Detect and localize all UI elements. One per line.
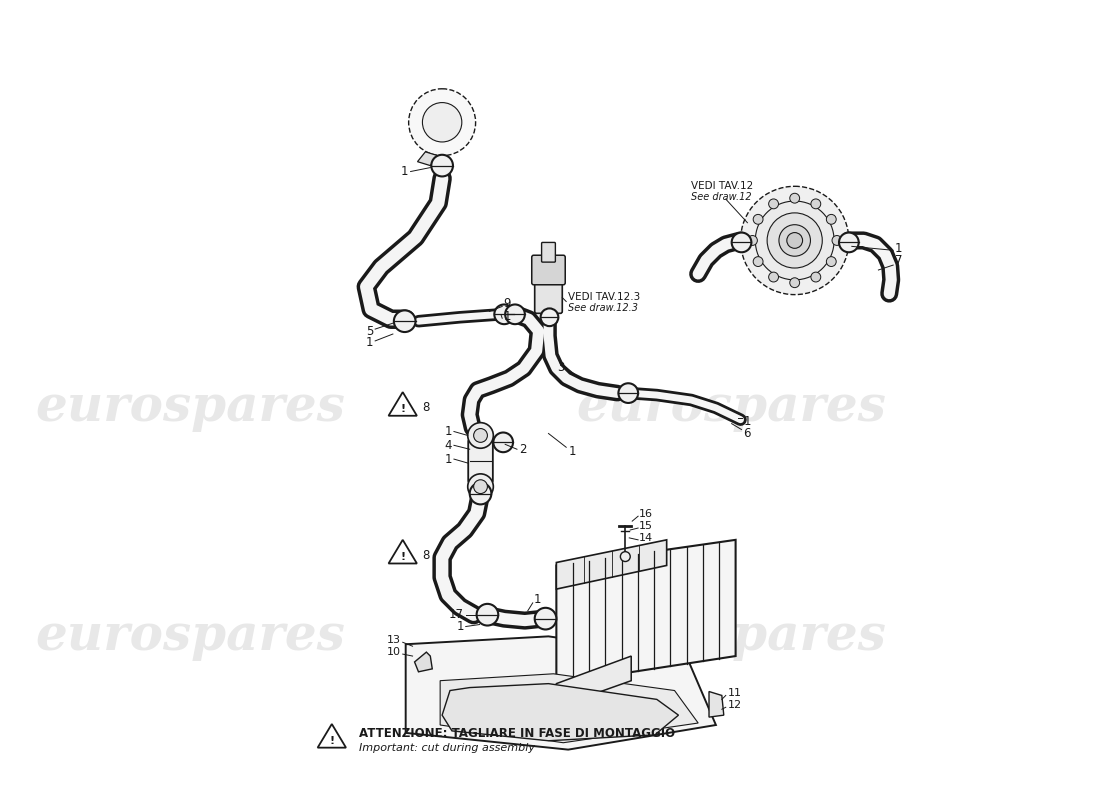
Text: ATTENZIONE: TAGLIARE IN FASE DI MONTAGGIO: ATTENZIONE: TAGLIARE IN FASE DI MONTAGGI… bbox=[360, 727, 675, 740]
Circle shape bbox=[756, 201, 834, 280]
FancyBboxPatch shape bbox=[531, 255, 565, 285]
Circle shape bbox=[832, 235, 842, 246]
Circle shape bbox=[468, 474, 493, 499]
Circle shape bbox=[505, 305, 525, 324]
Circle shape bbox=[811, 272, 821, 282]
Circle shape bbox=[474, 480, 487, 494]
Circle shape bbox=[779, 225, 811, 256]
Circle shape bbox=[394, 310, 416, 332]
Circle shape bbox=[826, 214, 836, 224]
Text: 8: 8 bbox=[422, 549, 430, 562]
Polygon shape bbox=[557, 540, 667, 589]
Circle shape bbox=[535, 608, 557, 630]
Text: See draw.12.3: See draw.12.3 bbox=[569, 303, 638, 314]
FancyBboxPatch shape bbox=[535, 278, 562, 314]
Text: 11: 11 bbox=[728, 689, 741, 698]
Text: eurospares: eurospares bbox=[35, 383, 345, 432]
Circle shape bbox=[474, 429, 487, 442]
Circle shape bbox=[790, 278, 800, 288]
Circle shape bbox=[540, 309, 559, 326]
Polygon shape bbox=[415, 652, 432, 672]
Polygon shape bbox=[440, 674, 698, 742]
Circle shape bbox=[839, 233, 859, 252]
Text: 2: 2 bbox=[519, 442, 527, 456]
Text: 1: 1 bbox=[534, 594, 541, 606]
Text: eurospares: eurospares bbox=[576, 612, 887, 661]
Text: 1: 1 bbox=[365, 336, 373, 350]
Text: 5: 5 bbox=[366, 325, 373, 338]
Polygon shape bbox=[557, 540, 736, 684]
Polygon shape bbox=[557, 656, 631, 707]
Text: Important: cut during assembly: Important: cut during assembly bbox=[360, 742, 536, 753]
Text: 1: 1 bbox=[569, 445, 575, 458]
Text: !: ! bbox=[400, 552, 405, 562]
Text: 8: 8 bbox=[422, 402, 430, 414]
Circle shape bbox=[769, 199, 779, 209]
Polygon shape bbox=[442, 684, 679, 741]
Circle shape bbox=[740, 186, 849, 294]
Text: 9: 9 bbox=[503, 297, 510, 310]
FancyBboxPatch shape bbox=[469, 440, 493, 482]
Circle shape bbox=[468, 422, 493, 448]
Text: 1: 1 bbox=[744, 415, 751, 428]
Circle shape bbox=[431, 154, 453, 177]
Circle shape bbox=[494, 305, 514, 324]
Text: 3: 3 bbox=[557, 361, 564, 374]
Text: 1: 1 bbox=[444, 425, 452, 438]
Polygon shape bbox=[710, 691, 724, 717]
Text: 16: 16 bbox=[639, 510, 653, 519]
Text: 17: 17 bbox=[449, 608, 464, 621]
Circle shape bbox=[786, 233, 803, 248]
Circle shape bbox=[493, 433, 513, 452]
Circle shape bbox=[811, 199, 821, 209]
Polygon shape bbox=[406, 636, 716, 750]
Text: VEDI TAV.12.3: VEDI TAV.12.3 bbox=[569, 291, 640, 302]
Text: 7: 7 bbox=[895, 254, 903, 266]
Circle shape bbox=[422, 102, 462, 142]
Circle shape bbox=[732, 233, 751, 252]
Circle shape bbox=[767, 213, 823, 268]
Text: 6: 6 bbox=[744, 427, 751, 440]
Circle shape bbox=[769, 272, 779, 282]
Circle shape bbox=[748, 235, 758, 246]
Circle shape bbox=[618, 383, 638, 403]
Circle shape bbox=[408, 89, 475, 156]
Text: 12: 12 bbox=[728, 700, 741, 710]
Circle shape bbox=[754, 214, 763, 224]
Text: 1: 1 bbox=[402, 165, 408, 178]
Circle shape bbox=[470, 482, 492, 504]
Circle shape bbox=[620, 552, 630, 562]
Text: !: ! bbox=[329, 736, 334, 746]
Circle shape bbox=[476, 604, 498, 626]
Circle shape bbox=[754, 257, 763, 266]
Circle shape bbox=[790, 194, 800, 203]
Text: See draw.12: See draw.12 bbox=[691, 192, 752, 202]
Text: 15: 15 bbox=[639, 521, 653, 531]
Text: 1: 1 bbox=[444, 453, 452, 466]
Text: VEDI TAV.12: VEDI TAV.12 bbox=[691, 182, 754, 191]
Text: 1: 1 bbox=[456, 620, 464, 633]
Polygon shape bbox=[418, 152, 438, 166]
Text: !: ! bbox=[400, 405, 405, 414]
Text: 13: 13 bbox=[387, 635, 400, 646]
Text: 4: 4 bbox=[444, 439, 452, 452]
Text: eurospares: eurospares bbox=[576, 383, 887, 432]
Text: 1: 1 bbox=[895, 242, 903, 255]
Text: 14: 14 bbox=[639, 533, 653, 543]
Text: 10: 10 bbox=[387, 647, 400, 657]
Text: 1: 1 bbox=[503, 310, 510, 322]
Text: eurospares: eurospares bbox=[35, 612, 345, 661]
FancyBboxPatch shape bbox=[541, 242, 556, 262]
Circle shape bbox=[826, 257, 836, 266]
